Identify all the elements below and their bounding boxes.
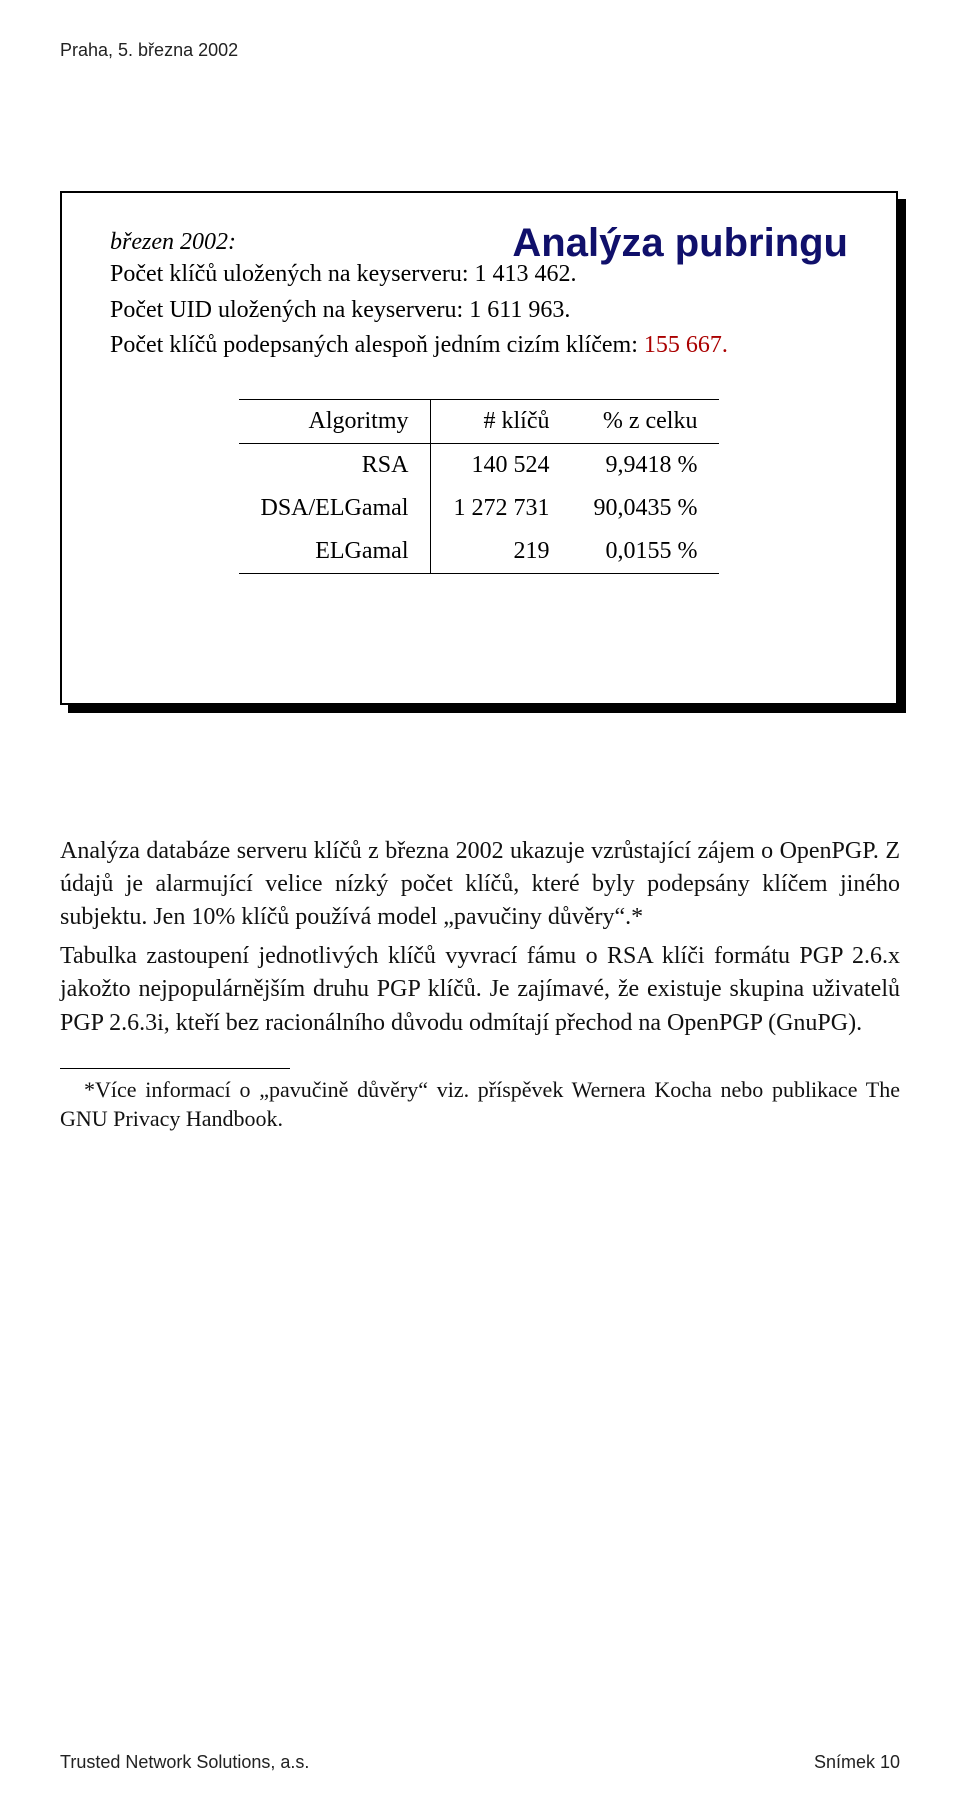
slide-line-2: Počet UID uložených na keyserveru: 1 611… (110, 294, 848, 328)
cell: 140 524 (431, 443, 572, 487)
cell: RSA (239, 443, 431, 487)
cell: 1 272 731 (431, 487, 572, 530)
footer-right: Snímek 10 (814, 1752, 900, 1773)
page: Praha, 5. března 2002 Analýza pubringu b… (0, 0, 960, 1809)
col-header: Algoritmy (239, 399, 431, 443)
slide: Analýza pubringu březen 2002: Počet klíč… (60, 191, 898, 705)
slide-line-3-red: 155 667. (644, 332, 728, 358)
cell: 90,0435 % (571, 487, 719, 530)
slide-title: Analýza pubringu (512, 221, 848, 266)
body-text: Analýza databáze serveru klíčů z března … (60, 835, 900, 1134)
table-row: DSA/ELGamal 1 272 731 90,0435 % (239, 487, 720, 530)
col-header: % z celku (571, 399, 719, 443)
slide-line-3: Počet klíčů podepsaných alespoň jedním c… (110, 329, 848, 363)
cell: 0,0155 % (571, 530, 719, 574)
algo-table-wrap: Algoritmy # klíčů % z celku RSA 140 524 … (110, 399, 848, 574)
slide-body: březen 2002: Počet klíčů uložených na ke… (110, 229, 848, 574)
table-row: ELGamal 219 0,0155 % (239, 530, 720, 574)
cell: ELGamal (239, 530, 431, 574)
footnote-separator (60, 1068, 290, 1069)
header-date: Praha, 5. března 2002 (60, 40, 900, 61)
footer: Trusted Network Solutions, a.s. Snímek 1… (60, 1752, 900, 1773)
paragraph-1: Analýza databáze serveru klíčů z března … (60, 835, 900, 934)
paragraph-2: Tabulka zastoupení jednotlivých klíčů vy… (60, 940, 900, 1039)
slide-line-3-prefix: Počet klíčů podepsaných alespoň jedním c… (110, 332, 644, 358)
table-row: RSA 140 524 9,9418 % (239, 443, 720, 487)
cell: 219 (431, 530, 572, 574)
table-header-row: Algoritmy # klíčů % z celku (239, 399, 720, 443)
slide-container: Analýza pubringu březen 2002: Počet klíč… (60, 191, 900, 705)
cell: DSA/ELGamal (239, 487, 431, 530)
footnote: *Více informací o „pavučině důvěry“ viz.… (60, 1075, 900, 1134)
col-header: # klíčů (431, 399, 572, 443)
cell: 9,9418 % (571, 443, 719, 487)
algo-table: Algoritmy # klíčů % z celku RSA 140 524 … (239, 399, 720, 574)
footer-left: Trusted Network Solutions, a.s. (60, 1752, 309, 1773)
